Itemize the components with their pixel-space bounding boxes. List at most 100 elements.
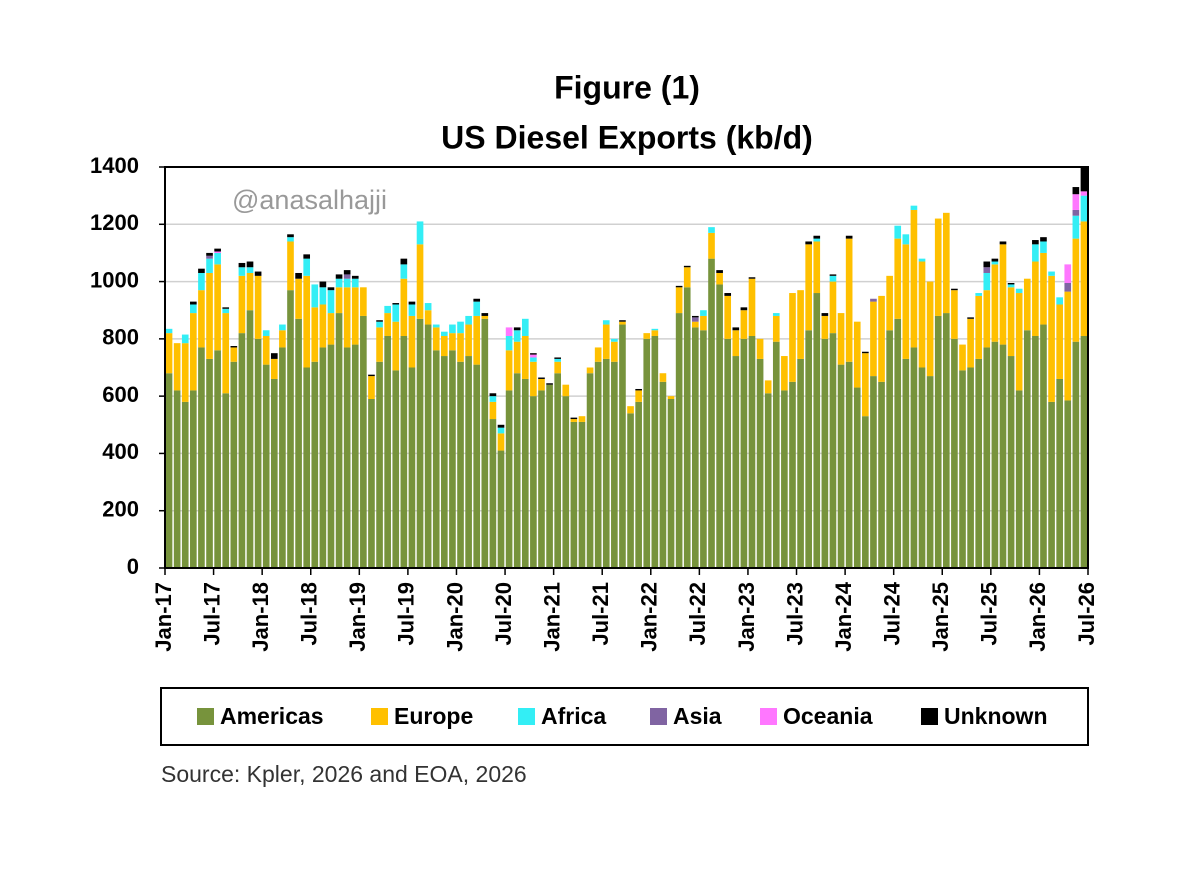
bar-segment xyxy=(343,278,351,288)
bar-segment xyxy=(732,330,740,357)
x-tick-label: Jul-23 xyxy=(782,582,807,646)
bar-segment xyxy=(967,317,974,319)
bar-segment xyxy=(554,357,561,359)
bar-segment xyxy=(287,237,294,242)
bar-segment xyxy=(619,320,626,322)
bar-segment xyxy=(190,313,197,391)
bar-segment xyxy=(343,287,351,348)
bar-segment xyxy=(667,399,675,568)
bar-segment xyxy=(230,346,238,348)
bar-segment xyxy=(829,281,837,334)
bar-segment xyxy=(513,373,521,568)
bar-segment xyxy=(805,330,812,568)
bar-segment xyxy=(400,335,408,568)
bar-segment xyxy=(473,315,481,365)
bar-segment xyxy=(934,315,942,568)
bar-segment xyxy=(918,367,926,568)
bar-segment xyxy=(740,310,748,339)
bar-segment xyxy=(708,227,715,233)
bar-segment xyxy=(821,338,829,568)
bar-segment xyxy=(659,381,667,568)
bar-segment xyxy=(530,353,537,355)
bar-segment xyxy=(465,315,472,325)
bar-segment xyxy=(805,244,812,331)
bar-segment xyxy=(1032,240,1039,245)
bar-segment xyxy=(675,287,683,314)
bar-segment xyxy=(602,320,610,325)
bar-segment xyxy=(627,406,634,414)
bar-segment xyxy=(756,338,764,359)
bar-segment xyxy=(1064,283,1072,292)
bar-segment xyxy=(465,324,472,357)
bar-segment xyxy=(173,390,181,568)
bar-segment xyxy=(457,361,464,568)
bar-segment xyxy=(675,285,683,288)
bar-segment xyxy=(392,303,400,305)
bar-segment xyxy=(351,275,359,279)
bar-segment xyxy=(983,261,991,268)
bar-segment xyxy=(878,381,885,568)
bar-segment xyxy=(392,321,400,371)
bar-segment xyxy=(772,313,780,316)
bar-segment xyxy=(1015,288,1023,294)
bar-segment xyxy=(311,284,319,308)
bar-segment xyxy=(829,275,837,282)
bar-segment xyxy=(1040,237,1047,242)
bar-segment xyxy=(999,241,1007,245)
bar-segment xyxy=(270,378,278,568)
bar-segment xyxy=(190,390,197,568)
bar-segment xyxy=(222,393,230,568)
bar-segment xyxy=(692,317,699,322)
bar-segment xyxy=(554,358,561,362)
bar-segment xyxy=(530,361,537,397)
bar-segment xyxy=(206,272,213,359)
bar-segment xyxy=(829,333,837,568)
bar-segment xyxy=(497,450,505,568)
bar-segment xyxy=(432,324,440,328)
bar-segment xyxy=(1007,356,1015,568)
bar-segment xyxy=(999,244,1007,345)
bar-segment xyxy=(619,324,626,568)
bar-segment xyxy=(748,278,756,336)
bar-segment xyxy=(214,248,221,252)
bar-segment xyxy=(262,364,270,568)
bar-segment xyxy=(303,275,311,368)
bar-segment xyxy=(311,361,319,568)
bar-segment xyxy=(724,293,732,296)
x-tick-label: Jan-26 xyxy=(1025,582,1050,652)
bar-segment xyxy=(343,274,351,279)
bar-segment xyxy=(254,338,262,568)
x-tick-label: Jul-26 xyxy=(1074,582,1099,646)
bar-segment xyxy=(700,315,707,331)
legend-box xyxy=(160,687,1089,746)
bar-segment xyxy=(270,353,278,359)
bar-segment xyxy=(279,330,286,348)
bar-segment xyxy=(246,261,254,268)
bar-segment xyxy=(845,361,853,568)
plot-frame xyxy=(164,166,1089,569)
x-tick-label: Jul-22 xyxy=(685,582,710,646)
bar-segment xyxy=(262,335,270,365)
bar-segment xyxy=(708,258,715,568)
bar-segment xyxy=(1080,195,1088,222)
bar-segment xyxy=(683,287,691,568)
bar-segment xyxy=(627,413,634,568)
bar-segment xyxy=(1064,264,1072,284)
bar-segment xyxy=(1048,401,1055,568)
bar-segment xyxy=(991,341,999,568)
bar-segment xyxy=(594,361,602,568)
bar-segment xyxy=(546,384,553,568)
bar-segment xyxy=(692,321,699,328)
bar-segment xyxy=(959,344,966,371)
bar-segment xyxy=(238,333,246,568)
x-tick-label: Jan-19 xyxy=(345,582,370,652)
y-tick-label: 1400 xyxy=(90,153,139,178)
bar-segment xyxy=(376,327,383,362)
bar-segment xyxy=(214,251,221,253)
bar-segment xyxy=(327,290,335,314)
bar-segment xyxy=(416,221,424,245)
bar-segment xyxy=(594,347,602,362)
legend-swatch xyxy=(518,708,535,725)
bar-segment xyxy=(578,421,586,568)
